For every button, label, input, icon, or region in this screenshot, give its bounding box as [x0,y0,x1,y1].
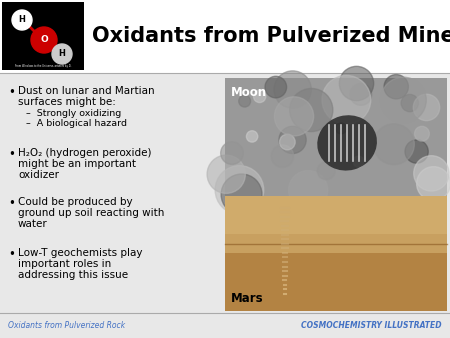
Text: Could be produced by: Could be produced by [18,197,133,207]
Text: Low-T geochemists play: Low-T geochemists play [18,248,143,258]
Circle shape [405,140,428,163]
Ellipse shape [317,115,377,171]
Text: •: • [8,148,15,161]
Text: H₂O₂ (hydrogen peroxide): H₂O₂ (hydrogen peroxide) [18,148,152,158]
Text: ground up soil reacting with: ground up soil reacting with [18,208,164,218]
FancyBboxPatch shape [0,313,450,338]
Circle shape [274,71,311,108]
Text: Moon: Moon [231,86,267,98]
Circle shape [279,126,306,153]
Text: •: • [8,197,15,210]
Circle shape [253,90,266,102]
Text: Oxidants from Pulverized Minerals: Oxidants from Pulverized Minerals [92,26,450,46]
Circle shape [401,94,418,112]
Text: oxidizer: oxidizer [18,170,59,180]
Circle shape [52,44,72,64]
Circle shape [350,83,372,105]
Circle shape [247,131,258,142]
Circle shape [374,124,414,165]
Circle shape [336,123,346,134]
Circle shape [413,94,440,121]
Circle shape [271,145,294,167]
Circle shape [339,66,374,101]
Circle shape [220,142,243,164]
Circle shape [221,174,262,215]
Text: Oxidants from Pulverized Rock: Oxidants from Pulverized Rock [8,320,125,330]
Text: •: • [8,248,15,261]
FancyBboxPatch shape [225,196,447,311]
Text: From Windows to the Universe, artwork by D.: From Windows to the Universe, artwork by… [15,64,71,68]
Text: •: • [8,86,15,99]
Circle shape [322,75,371,124]
Circle shape [414,156,449,191]
Circle shape [317,162,335,179]
Circle shape [215,166,264,214]
Text: O: O [40,35,48,45]
Circle shape [290,89,333,131]
Circle shape [265,76,287,98]
FancyBboxPatch shape [225,196,447,234]
FancyBboxPatch shape [0,0,450,73]
Text: COSMOCHEMISTRY ILLUSTRATED: COSMOCHEMISTRY ILLUSTRATED [302,320,442,330]
Circle shape [381,77,426,123]
Text: Mars: Mars [231,292,264,306]
Circle shape [279,134,295,150]
Text: –  A biological hazard: – A biological hazard [26,119,127,128]
Text: important roles in: important roles in [18,259,111,269]
Text: water: water [18,219,48,229]
Circle shape [353,156,364,167]
Circle shape [239,95,251,107]
Circle shape [288,171,328,210]
Text: addressing this issue: addressing this issue [18,270,128,280]
Circle shape [414,126,429,141]
Text: –  Strongly oxidizing: – Strongly oxidizing [26,109,121,118]
Circle shape [384,75,409,99]
Circle shape [417,167,450,200]
Circle shape [274,97,314,136]
Text: H: H [58,49,65,58]
FancyBboxPatch shape [225,253,447,311]
Circle shape [31,27,57,53]
FancyBboxPatch shape [2,2,84,70]
Text: might be an important: might be an important [18,159,136,169]
FancyBboxPatch shape [225,78,447,196]
Text: Dust on lunar and Martian: Dust on lunar and Martian [18,86,155,96]
FancyBboxPatch shape [0,73,450,313]
Circle shape [12,10,32,30]
Circle shape [207,155,245,193]
Text: surfaces might be:: surfaces might be: [18,97,116,107]
Text: H: H [18,16,26,24]
